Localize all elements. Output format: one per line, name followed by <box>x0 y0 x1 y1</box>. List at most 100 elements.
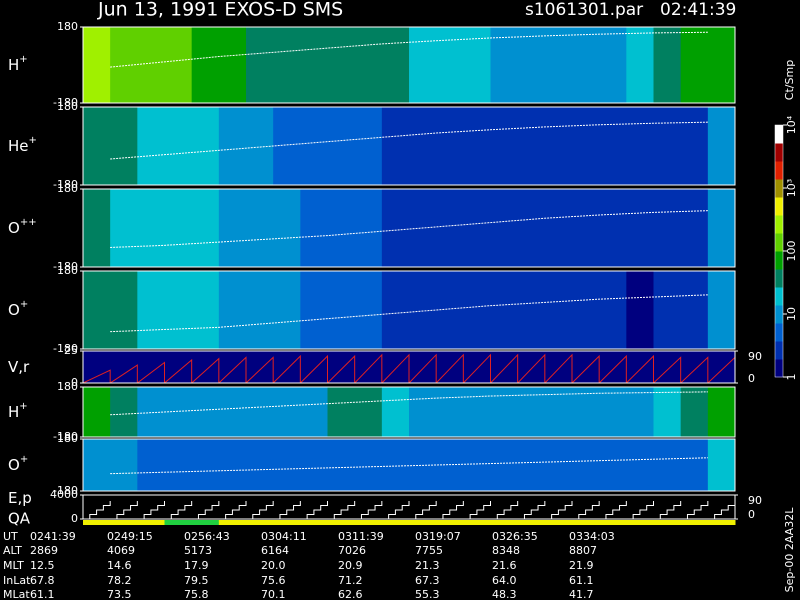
trace-line <box>110 31 708 68</box>
velocity-ramp <box>299 354 328 384</box>
intensity-column <box>354 439 383 491</box>
intensity-column <box>599 387 627 437</box>
ephemeris-value: 67.8 <box>30 574 55 587</box>
footer-note: Sep-00 2AA32L <box>783 507 796 593</box>
ephemeris-value: 21.9 <box>569 559 594 572</box>
ephemeris-value: 78.2 <box>107 574 132 587</box>
colorbar-swatch <box>775 251 783 270</box>
intensity-column <box>517 189 546 267</box>
qa-cell <box>137 520 165 525</box>
qa-cell <box>110 520 138 525</box>
intensity-column <box>572 107 600 185</box>
velocity-ramp <box>625 354 654 384</box>
colorbar-swatch <box>775 233 783 252</box>
qa-cell <box>164 520 193 525</box>
intensity-column <box>490 27 519 103</box>
intensity-column <box>218 271 247 349</box>
panel-frame <box>82 270 736 350</box>
panel-label-charge: + <box>19 54 27 65</box>
intensity-column <box>110 107 138 185</box>
intensity-column <box>381 439 410 491</box>
ephemeris-value: 79.5 <box>184 574 209 587</box>
panel-frame <box>82 438 736 492</box>
panel-label: H+ <box>8 54 28 74</box>
ephemeris-value: 12.5 <box>30 559 55 572</box>
qa-cell <box>707 520 736 525</box>
y-tick-label: -180 <box>53 342 78 355</box>
qa-cell <box>436 520 464 525</box>
ephemeris-value: 21.6 <box>492 559 517 572</box>
ephemeris-value: 14.6 <box>107 559 132 572</box>
intensity-column <box>463 27 491 103</box>
energy-step <box>218 501 247 520</box>
intensity-column <box>436 189 464 267</box>
intensity-column <box>191 271 220 349</box>
y-tick-label: 0 <box>71 512 78 525</box>
intensity-column <box>381 107 410 185</box>
ephemeris-value: 5173 <box>184 544 212 557</box>
intensity-column <box>83 387 111 437</box>
colorbar-label: Ct/Smp <box>783 60 796 100</box>
ephemeris-value: 55.3 <box>415 588 440 600</box>
energy-step <box>707 501 736 520</box>
panel-label-text: V,r <box>8 358 30 376</box>
intensity-column <box>436 387 464 437</box>
intensity-column <box>517 107 546 185</box>
intensity-column <box>300 107 328 185</box>
intensity-column <box>599 107 627 185</box>
intensity-column <box>83 271 111 349</box>
velocity-ramp <box>137 361 165 384</box>
ephemeris-value: 17.9 <box>184 559 209 572</box>
y-tick-label: 180 <box>57 100 78 113</box>
intensity-column <box>300 189 328 267</box>
intensity-column <box>463 387 491 437</box>
intensity-column <box>707 27 736 103</box>
panel-label: O+ <box>8 299 28 319</box>
intensity-column <box>572 271 600 349</box>
panel-label-charge: + <box>29 135 37 146</box>
intensity-column <box>191 439 220 491</box>
intensity-column <box>599 439 627 491</box>
energy-step <box>327 501 356 520</box>
intensity-column <box>246 27 274 103</box>
intensity-column <box>273 189 301 267</box>
intensity-column <box>273 387 301 437</box>
ephemeris-value: 48.3 <box>492 588 517 600</box>
y2-tick-label: 90 <box>748 350 762 363</box>
intensity-column <box>463 439 491 491</box>
panel-label: O++ <box>8 217 37 237</box>
intensity-column <box>273 27 301 103</box>
time: 02:41:39 <box>660 0 736 20</box>
intensity-column <box>572 439 600 491</box>
energy-step <box>137 501 165 520</box>
panel-label-text: O <box>8 219 20 237</box>
intensity-column <box>381 27 410 103</box>
intensity-column <box>409 387 437 437</box>
energy-step <box>626 501 654 520</box>
intensity-column <box>137 27 165 103</box>
velocity-ramp <box>218 356 247 384</box>
qa-cell <box>626 520 654 525</box>
velocity-ramp <box>82 369 111 384</box>
intensity-column <box>246 189 274 267</box>
colorbar-tick-label: 10⁴ <box>785 115 798 134</box>
intensity-column <box>517 439 546 491</box>
intensity-column <box>653 387 682 437</box>
intensity-column <box>599 189 627 267</box>
ephemeris-value: 61.1 <box>30 588 55 600</box>
intensity-column <box>680 189 709 267</box>
velocity-ramp <box>462 353 491 384</box>
intensity-column <box>164 27 193 103</box>
velocity-ramp <box>571 354 600 384</box>
colorbar-swatch <box>775 125 783 144</box>
energy-step <box>544 501 573 520</box>
ephemeris-value: 8807 <box>569 544 597 557</box>
intensity-column <box>300 27 328 103</box>
intensity-column <box>490 387 519 437</box>
intensity-column <box>572 189 600 267</box>
intensity-column <box>246 271 274 349</box>
intensity-column <box>544 387 573 437</box>
intensity-column <box>653 27 682 103</box>
ephemeris-label: InLat <box>3 574 31 587</box>
